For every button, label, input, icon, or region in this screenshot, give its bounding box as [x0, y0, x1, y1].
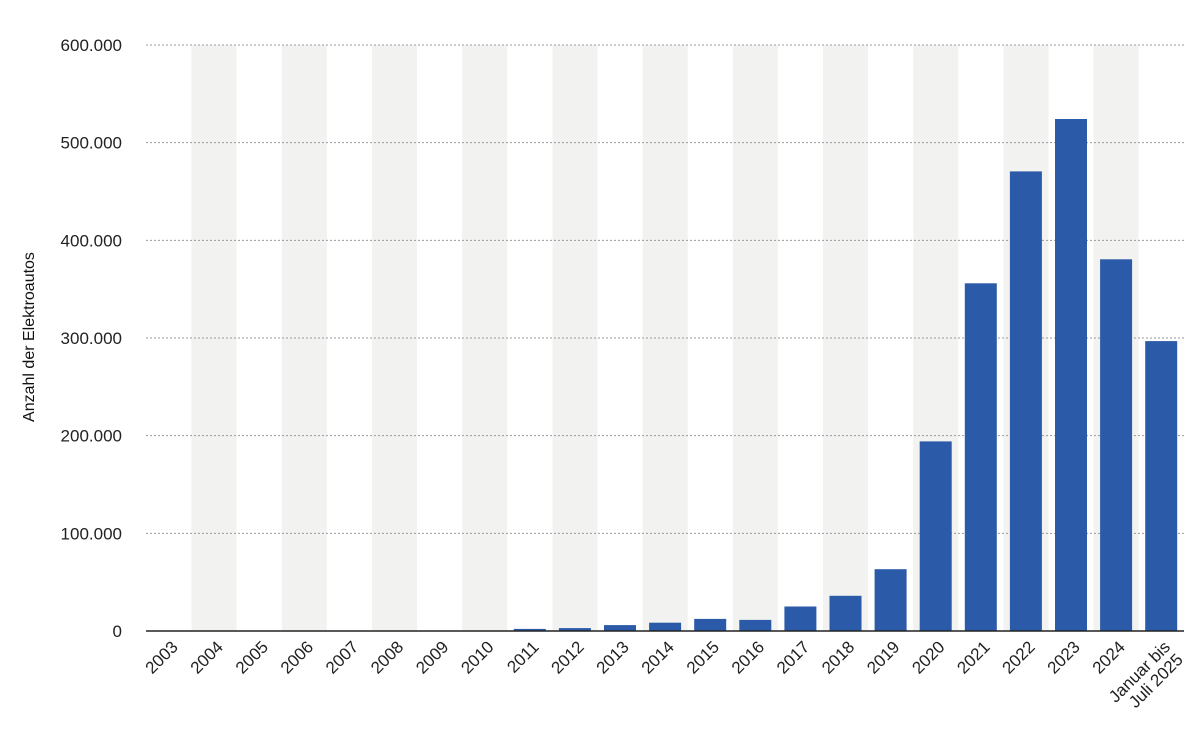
x-tick-label: 2021 — [953, 637, 993, 677]
x-tick-label: 2006 — [277, 637, 317, 677]
column-band — [281, 45, 327, 631]
bar — [558, 628, 591, 631]
bar-series — [288, 119, 1178, 631]
x-tick-label: 2004 — [187, 637, 227, 677]
x-tick-label: 2010 — [457, 637, 497, 677]
x-tick-label: 2011 — [503, 637, 542, 676]
y-tick-label: 500.000 — [61, 134, 122, 153]
y-tick-label: 300.000 — [61, 329, 122, 348]
bar — [604, 625, 636, 631]
y-tick-label: 0 — [113, 622, 122, 641]
y-tick-label: 100.000 — [61, 524, 122, 543]
y-axis-label: Anzahl der Elektroautos — [21, 252, 38, 422]
bar — [739, 619, 772, 631]
x-tick-label: 2007 — [322, 637, 362, 677]
x-tick-label: 2016 — [728, 637, 768, 677]
bar — [1100, 259, 1133, 631]
x-tick-label: 2022 — [999, 637, 1039, 677]
x-tick-label: 2009 — [412, 637, 452, 677]
column-band — [642, 45, 688, 631]
x-tick-label: 2013 — [593, 637, 633, 677]
bar — [964, 283, 997, 631]
bar — [829, 595, 862, 631]
column-band — [823, 45, 869, 631]
column-band — [462, 45, 508, 631]
x-tick-label: 2015 — [683, 637, 723, 677]
y-tick-label: 200.000 — [61, 427, 122, 446]
x-tick-label: 2024 — [1089, 637, 1129, 677]
x-tick-label: 2020 — [908, 637, 948, 677]
bar — [919, 441, 952, 631]
bar — [513, 628, 546, 631]
x-tick-label: 2018 — [818, 637, 858, 677]
x-tick-label: 2012 — [548, 637, 588, 677]
bar — [649, 622, 682, 631]
x-tick-label: 2019 — [863, 637, 903, 677]
bar — [1145, 341, 1178, 631]
x-tick-label: 2005 — [232, 637, 272, 677]
bar — [874, 569, 907, 631]
x-tick-label: 2003 — [142, 637, 182, 677]
y-tick-label: 400.000 — [61, 231, 122, 250]
x-tick-labels: 2003 2004 2005 2006 2007 2008 2009 2010 2011 2012… — [142, 637, 1187, 711]
x-tick-label: 2014 — [638, 637, 678, 677]
y-tick-label: 600.000 — [61, 36, 122, 55]
bar — [1009, 171, 1042, 631]
x-tick-label: 2017 — [773, 637, 813, 677]
x-tick-label: 2008 — [367, 637, 407, 677]
bar — [1055, 119, 1087, 631]
y-tick-labels: 0 100.000 200.000 300.000 400.000 500.000 600.… — [61, 36, 122, 641]
bar — [694, 618, 727, 631]
bar — [784, 606, 817, 631]
x-tick-label: 2023 — [1044, 637, 1084, 677]
